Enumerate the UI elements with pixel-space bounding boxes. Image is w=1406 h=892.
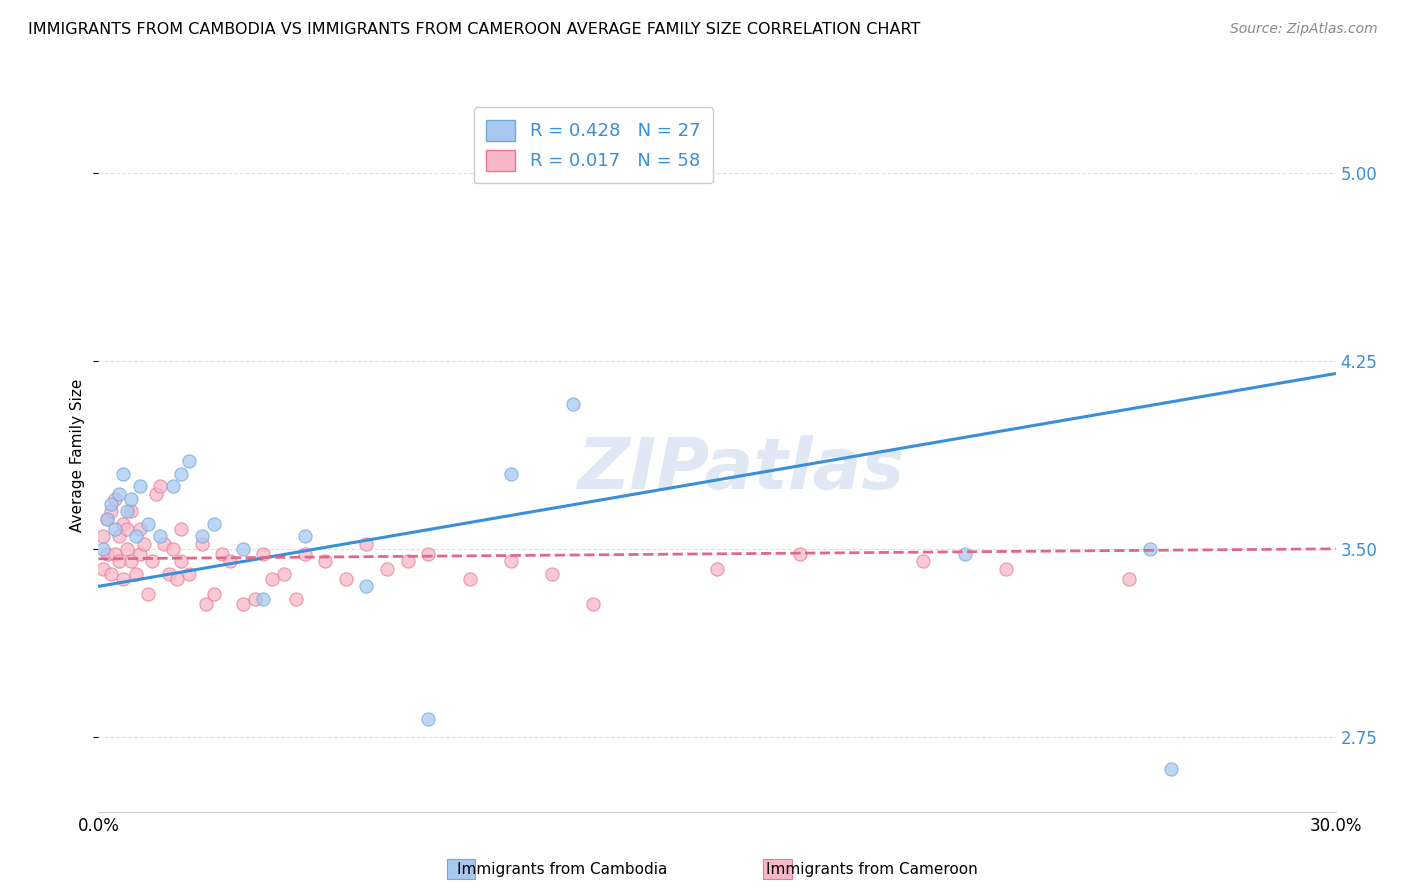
Point [104, 522, 127, 536]
Point [100, 504, 122, 518]
Point [285, 591, 308, 606]
Point [499, 554, 522, 568]
Point [136, 587, 159, 601]
Point [132, 537, 155, 551]
Point [375, 562, 398, 576]
Text: Source: ZipAtlas.com: Source: ZipAtlas.com [1230, 22, 1378, 37]
Point [190, 529, 212, 543]
Point [100, 497, 122, 511]
Point [112, 572, 135, 586]
Point [112, 467, 135, 481]
Point [1160, 762, 1182, 776]
Point [582, 597, 605, 611]
Point [499, 467, 522, 481]
Point [994, 562, 1017, 576]
Point [294, 529, 316, 543]
Point [91, 562, 114, 576]
Point [243, 591, 266, 606]
Point [96, 512, 118, 526]
Point [117, 522, 139, 536]
Point [170, 554, 193, 568]
Point [252, 591, 274, 606]
Point [953, 547, 976, 561]
Point [120, 554, 142, 568]
Point [912, 554, 935, 568]
Point [418, 547, 440, 561]
Point [273, 566, 295, 581]
Point [232, 541, 254, 556]
Point [117, 541, 139, 556]
Point [91, 529, 114, 543]
Text: Immigrants from Cambodia: Immigrants from Cambodia [457, 863, 668, 877]
Point [252, 547, 274, 561]
Point [1139, 541, 1161, 556]
Point [356, 537, 378, 551]
Point [153, 537, 176, 551]
Point [356, 579, 378, 593]
Point [136, 516, 159, 531]
Text: IMMIGRANTS FROM CAMBODIA VS IMMIGRANTS FROM CAMEROON AVERAGE FAMILY SIZE CORRELA: IMMIGRANTS FROM CAMBODIA VS IMMIGRANTS F… [28, 22, 921, 37]
Point [157, 566, 180, 581]
Point [112, 516, 135, 531]
Point [202, 587, 225, 601]
Point [1118, 572, 1140, 586]
Point [396, 554, 419, 568]
Point [91, 541, 114, 556]
Point [219, 554, 242, 568]
Point [179, 566, 201, 581]
Bar [447, 859, 475, 879]
Point [128, 522, 150, 536]
Point [120, 491, 142, 506]
Point [128, 547, 150, 561]
Point [190, 537, 212, 551]
Point [141, 554, 163, 568]
Point [149, 479, 172, 493]
Point [124, 566, 146, 581]
Point [789, 547, 811, 561]
Point [458, 572, 481, 586]
Point [170, 467, 193, 481]
Point [117, 504, 139, 518]
Point [96, 547, 118, 561]
Point [128, 479, 150, 493]
Point [294, 547, 316, 561]
Point [260, 572, 283, 586]
Legend: R = 0.428   N = 27, R = 0.017   N = 58: R = 0.428 N = 27, R = 0.017 N = 58 [474, 107, 713, 183]
Point [179, 454, 201, 468]
Text: Immigrants from Cameroon: Immigrants from Cameroon [766, 863, 977, 877]
Bar [763, 859, 792, 879]
Point [104, 547, 127, 561]
Point [145, 487, 167, 501]
Point [202, 516, 225, 531]
Point [108, 487, 131, 501]
Point [561, 396, 583, 410]
Point [104, 491, 127, 506]
Point [120, 504, 142, 518]
Point [108, 529, 131, 543]
Point [162, 541, 184, 556]
Point [166, 572, 188, 586]
Point [541, 566, 564, 581]
Point [162, 479, 184, 493]
Point [211, 547, 233, 561]
Text: ZIPatlas: ZIPatlas [578, 434, 905, 504]
Point [170, 522, 193, 536]
Y-axis label: Average Family Size: Average Family Size [70, 378, 86, 532]
Point [100, 566, 122, 581]
Point [124, 529, 146, 543]
Point [418, 712, 440, 726]
Point [194, 597, 217, 611]
Point [108, 554, 131, 568]
Point [706, 562, 728, 576]
Point [149, 529, 172, 543]
Point [232, 597, 254, 611]
Point [314, 554, 336, 568]
Point [96, 512, 118, 526]
Point [335, 572, 357, 586]
